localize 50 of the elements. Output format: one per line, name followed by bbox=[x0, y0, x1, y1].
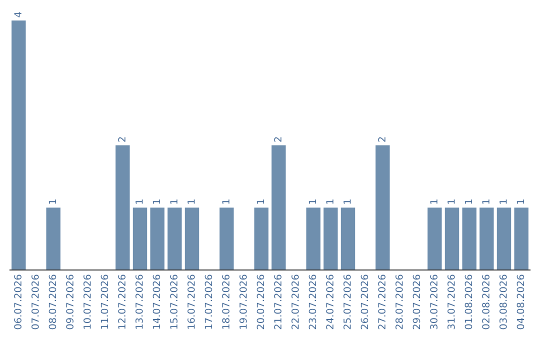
x-tick-label: 08.07.2026 bbox=[48, 274, 56, 330]
x-tick-label: 02.08.2026 bbox=[482, 274, 490, 330]
x-tick-label: 26.07.2026 bbox=[360, 274, 368, 330]
data-label: 1 bbox=[136, 200, 143, 204]
data-label: 1 bbox=[344, 200, 351, 204]
x-tick-label: 19.07.2026 bbox=[239, 274, 247, 329]
x-tick-label: 17.07.2026 bbox=[204, 274, 212, 329]
data-label: 1 bbox=[308, 200, 316, 204]
x-tick-label: 01.08.2026 bbox=[464, 274, 472, 330]
x-tick-label: 21.07.2026 bbox=[274, 274, 282, 330]
data-label: 1 bbox=[256, 200, 264, 204]
data-label: 1 bbox=[430, 200, 438, 204]
x-tick-label: 06.07.2026 bbox=[14, 274, 22, 330]
x-tick-label: 14.07.2026 bbox=[152, 274, 160, 329]
data-label: 4 bbox=[14, 12, 22, 18]
x-tick-label: 15.07.2026 bbox=[170, 274, 178, 329]
data-label: 1 bbox=[188, 200, 195, 204]
x-tick-label: 23.07.2026 bbox=[308, 274, 316, 330]
data-label: 2 bbox=[118, 137, 126, 142]
data-label: 2 bbox=[274, 137, 282, 142]
data-label: 1 bbox=[326, 200, 334, 204]
x-tick-label: 16.07.2026 bbox=[187, 274, 195, 329]
x-tick-label: 04.08.2026 bbox=[516, 274, 524, 330]
x-tick-label: 25.07.2026 bbox=[343, 274, 351, 330]
data-label: 1 bbox=[516, 200, 524, 204]
data-label: 1 bbox=[482, 200, 490, 204]
x-tick-label: 20.07.2026 bbox=[256, 274, 264, 330]
x-tick-label: 22.07.2026 bbox=[291, 274, 299, 330]
data-label: 1 bbox=[448, 200, 455, 204]
x-tick-label: 09.07.2026 bbox=[66, 274, 74, 330]
x-tick-label: 29.07.2026 bbox=[412, 274, 420, 330]
data-label: 2 bbox=[378, 137, 386, 142]
data-label: 1 bbox=[464, 200, 472, 204]
x-tick-label: 03.08.2026 bbox=[499, 274, 507, 330]
x-tick-label: 10.07.2026 bbox=[83, 274, 91, 329]
x-tick-label: 11.07.2026 bbox=[100, 274, 108, 329]
x-tick-label: 31.07.2026 bbox=[447, 274, 455, 330]
x-tick-label: 30.07.2026 bbox=[430, 274, 438, 330]
data-label: 1 bbox=[222, 200, 230, 204]
x-tick-label: 27.07.2026 bbox=[378, 274, 386, 330]
data-label: 1 bbox=[500, 200, 507, 204]
x-tick-label: 18.07.2026 bbox=[222, 274, 230, 329]
x-tick-label: 13.07.2026 bbox=[135, 274, 143, 329]
data-label: 1 bbox=[152, 200, 160, 204]
x-tick-label: 12.07.2026 bbox=[118, 274, 126, 329]
x-tick-label: 07.07.2026 bbox=[31, 274, 39, 330]
data-label: 1 bbox=[48, 200, 56, 204]
x-tick-label: 28.07.2026 bbox=[395, 274, 403, 330]
x-tick-label: 24.07.2026 bbox=[326, 274, 334, 330]
data-label: 1 bbox=[170, 200, 178, 204]
